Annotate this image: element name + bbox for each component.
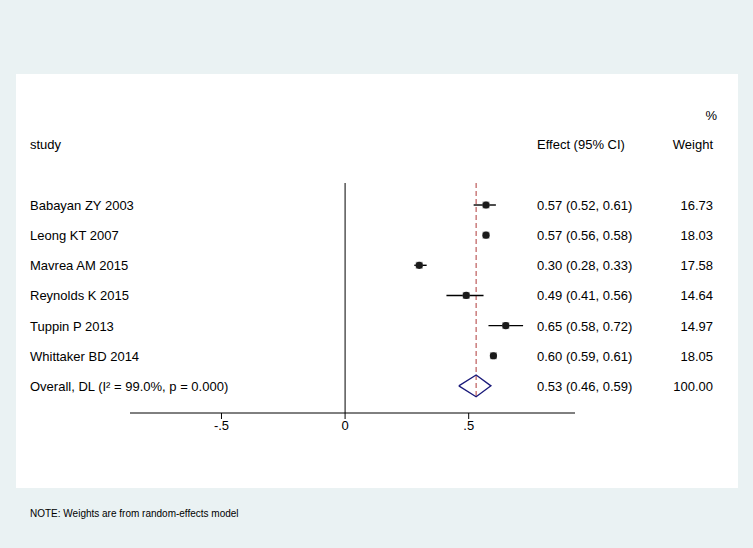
- svg-text:study: study: [30, 137, 62, 152]
- svg-text:Overall, DL (I² = 99.0%, p = 0: Overall, DL (I² = 99.0%, p = 0.000): [30, 379, 228, 394]
- svg-text:0.57 (0.52, 0.61): 0.57 (0.52, 0.61): [537, 198, 632, 213]
- svg-text:14.97: 14.97: [680, 319, 713, 334]
- svg-text:Mavrea AM 2015: Mavrea AM 2015: [30, 258, 128, 273]
- svg-text:Weight: Weight: [673, 137, 714, 152]
- svg-text:Reynolds K 2015: Reynolds K 2015: [30, 288, 129, 303]
- svg-text:0.65 (0.58, 0.72): 0.65 (0.58, 0.72): [537, 319, 632, 334]
- svg-text:100.00: 100.00: [673, 379, 713, 394]
- svg-text:0.57 (0.56, 0.58): 0.57 (0.56, 0.58): [537, 228, 632, 243]
- svg-text:18.03: 18.03: [680, 228, 713, 243]
- svg-text:0.30 (0.28, 0.33): 0.30 (0.28, 0.33): [537, 258, 632, 273]
- svg-text:NOTE: Weights are from random-: NOTE: Weights are from random-effects mo…: [30, 508, 239, 519]
- svg-text:14.64: 14.64: [680, 288, 713, 303]
- svg-text:0.53 (0.46, 0.59): 0.53 (0.46, 0.59): [537, 379, 632, 394]
- svg-text:Leong KT 2007: Leong KT 2007: [30, 228, 119, 243]
- svg-text:0.60 (0.59, 0.61): 0.60 (0.59, 0.61): [537, 349, 632, 364]
- svg-text:Tuppin P 2013: Tuppin P 2013: [30, 319, 114, 334]
- svg-text:.5: .5: [463, 418, 474, 433]
- svg-text:Babayan ZY 2003: Babayan ZY 2003: [30, 198, 134, 213]
- svg-text:16.73: 16.73: [680, 198, 713, 213]
- svg-text:Whittaker BD 2014: Whittaker BD 2014: [30, 349, 139, 364]
- svg-text:-.5: -.5: [214, 418, 229, 433]
- svg-text:17.58: 17.58: [680, 258, 713, 273]
- svg-text:0: 0: [341, 418, 348, 433]
- svg-text:%: %: [705, 108, 717, 123]
- svg-text:0.49 (0.41, 0.56): 0.49 (0.41, 0.56): [537, 288, 632, 303]
- svg-text:Effect (95% CI): Effect (95% CI): [537, 137, 625, 152]
- svg-text:18.05: 18.05: [680, 349, 713, 364]
